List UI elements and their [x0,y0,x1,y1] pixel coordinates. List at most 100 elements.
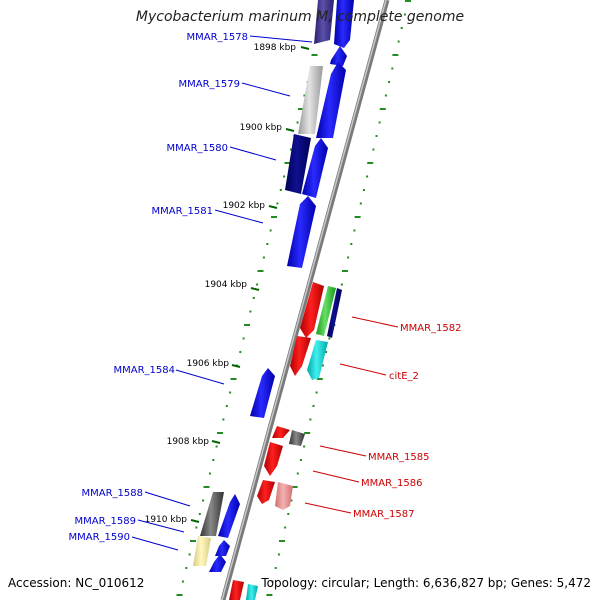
gene-feature-cite-2-track[interactable] [307,340,328,380]
left-track-dot [298,108,304,110]
right-track-dot [375,135,378,137]
right-track-dot [388,81,391,83]
left-dotted-track [176,0,331,596]
right-track-dot [367,162,374,164]
left-track-dot [203,486,210,488]
gene-feature-mmar-1589-track[interactable] [193,536,211,566]
genome-backbone [220,0,390,601]
gene-feature-mmar-1588-track[interactable] [200,492,224,536]
genome-title: Mycobacterium marinum M, complete genome [135,9,465,25]
gene-label-cite-2[interactable]: citE_2 [389,371,419,382]
gene-feature-mmar-1578-track[interactable] [314,0,334,44]
gene-feature-mmar-1582-track-navy[interactable] [327,288,342,338]
gene-label-mmar-1578[interactable]: MMAR_1578 [187,32,249,43]
gene-label-mmar-1584[interactable]: MMAR_1584 [114,365,176,376]
tick-label-1908: 1908 kbp [167,437,210,447]
right-track-dot [362,189,365,191]
left-track-dot [181,580,184,583]
tick-label-1910: 1910 kbp [145,515,188,525]
tick-label-1906: 1906 kbp [187,359,230,369]
right-track-dot [291,486,298,488]
gene-label-mmar-1588[interactable]: MMAR_1588 [82,488,144,499]
right-track-dot [284,526,287,529]
right-track-dot [400,27,403,29]
gene-arrow-mmar-1579[interactable] [316,62,346,138]
gene-arrow-mmar-1586[interactable] [264,442,283,476]
gene-feature-mmar-1587-track[interactable] [275,482,293,510]
gene-arrow-mmar-1578[interactable] [334,0,354,48]
gene-feature-mmar-1580-track[interactable] [285,134,311,194]
right-track-dot [325,351,328,353]
tick-label-1898: 1898 kbp [254,43,297,53]
left-track-dot [215,445,218,448]
right-track-dot [266,594,273,596]
right-track-dot [312,405,315,407]
right-track-dot [391,67,394,70]
gene-arrow-bottom-red[interactable] [229,580,244,600]
right-track-dot [366,175,369,178]
gene-label-mmar-1587[interactable]: MMAR_1587 [353,509,415,520]
gene-label-mmar-1586[interactable]: MMAR_1586 [361,478,423,489]
gene-label-mmar-1590[interactable]: MMAR_1590 [69,532,131,543]
left-track-dot [212,459,215,461]
right-track-dot [299,459,302,461]
right-track-dot [290,499,293,502]
gene-arrow-mmar-1581[interactable] [287,196,316,268]
right-track-dot [279,540,285,542]
right-track-dot [354,216,361,218]
gene-arrow-mmar-1590[interactable] [209,554,226,572]
gene-label-mmar-1582[interactable]: MMAR_1582 [400,323,462,334]
right-track-dot [296,472,299,475]
left-track-dot [266,243,269,245]
right-track-dot [328,337,331,340]
gene-arrow-mmar-1580[interactable] [302,138,328,198]
left-track-dot [217,432,223,434]
gene-arrow-mmar-1582[interactable] [300,282,324,338]
left-track-dot [269,229,272,232]
gene-label-mmar-1580[interactable]: MMAR_1580 [167,143,229,154]
right-track-dot [359,202,362,205]
tick-label-1904: 1904 kbp [205,280,248,290]
left-track-dot [230,378,237,380]
gene-feature-mmar-1585-track[interactable] [289,430,305,446]
gene-arrow-mmar-1588[interactable] [218,494,240,538]
gene-arrow-cite-2[interactable] [290,336,311,376]
right-track-dot [277,553,280,556]
right-track-dot [350,243,353,245]
left-track-dot [276,202,279,205]
gene-arrow-mmar-1578-tail[interactable] [330,46,347,66]
right-track-dot [342,270,348,272]
tick-1906: 1906 kbp [187,359,241,369]
genome-summary: Topology: circular; Length: 6,636,827 bp… [261,576,591,590]
gene-label-mmar-1581[interactable]: MMAR_1581 [152,206,214,217]
gene-feature-mmar-1579-track[interactable] [298,66,323,134]
left-track-dot [284,162,291,164]
right-track-dot [384,94,387,97]
right-track-dot [321,364,324,367]
tick-1902: 1902 kbp [223,201,278,211]
genome-backbone-highlight [221,0,387,601]
gene-arrow-mmar-1585[interactable] [272,426,290,438]
gene-feature-bottom-cyan[interactable] [246,584,258,600]
right-track-dot [372,148,375,151]
right-track-dot [397,40,400,43]
gene-label-mmar-1579[interactable]: MMAR_1579 [179,79,241,90]
gene-arrow-mmar-1584[interactable] [250,368,275,418]
gene-arrow-mmar-1589[interactable] [215,540,230,556]
left-track-dot [271,216,277,218]
right-track-dot [378,121,381,124]
left-track-dot [188,553,191,556]
right-track-dot [392,54,399,56]
gene-label-mmar-1585[interactable]: MMAR_1585 [368,452,430,463]
gene-feature-mmar-1582-track-green[interactable] [316,286,336,336]
gene-arrow-mmar-1587[interactable] [257,480,275,504]
right-track-dot [274,567,277,569]
accession-label: Accession: NC_010612 [8,576,145,590]
right-track-dot [316,378,323,380]
right-track-dot [315,391,318,394]
left-track-dot [208,472,211,475]
tick-1904: 1904 kbp [205,280,260,291]
right-track-dot [303,445,306,448]
gene-label-mmar-1589[interactable]: MMAR_1589 [75,516,137,527]
